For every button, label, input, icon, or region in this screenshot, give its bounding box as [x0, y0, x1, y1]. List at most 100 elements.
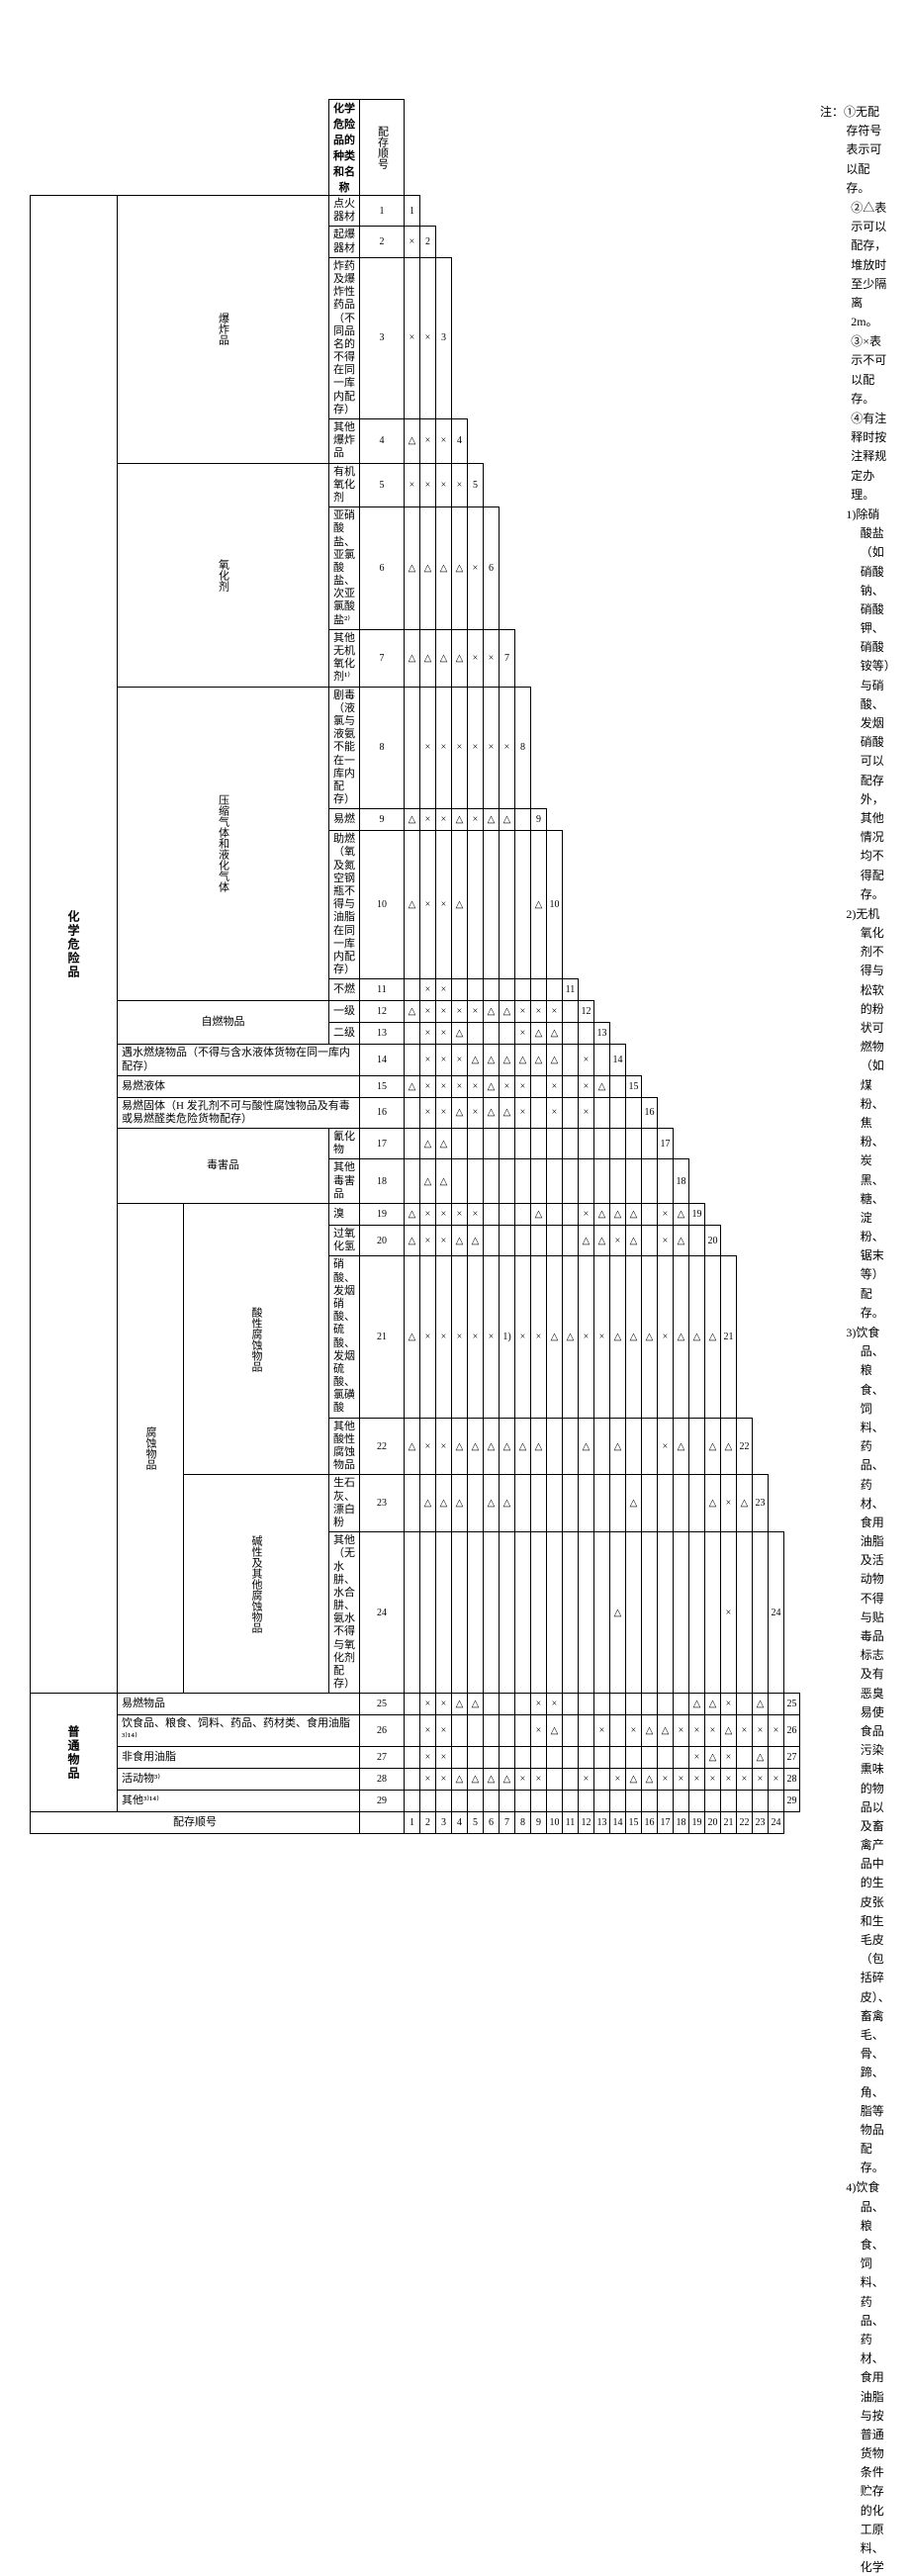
subgroup-alkali: 碱性及其他腐蚀物品 [184, 1475, 329, 1694]
matrix-cell: × [500, 687, 515, 809]
row-index: 6 [360, 507, 405, 630]
row-name: 亚硝酸盐、亚氯酸盐、次亚氯酸盐²⁾ [329, 507, 360, 630]
matrix-cell: △ [405, 809, 420, 831]
footer-idx: 9 [531, 1811, 547, 1833]
matrix-cell [484, 1715, 500, 1746]
matrix-cell: × [420, 809, 436, 831]
matrix-diag: 5 [468, 463, 484, 507]
matrix-cell [594, 1532, 610, 1694]
matrix-cell [563, 1226, 579, 1256]
matrix-cell [658, 1532, 674, 1694]
matrix-cell: △ [436, 1129, 452, 1159]
matrix-cell: × [452, 463, 468, 507]
matrix-diag: 4 [452, 419, 468, 464]
matrix-cell: △ [674, 1226, 689, 1256]
matrix-cell [610, 1746, 626, 1768]
matrix-cell: × [436, 1768, 452, 1790]
matrix-cell: × [658, 1226, 674, 1256]
matrix-cell [705, 1790, 721, 1811]
matrix-diag: 13 [594, 1023, 610, 1045]
matrix-cell [579, 1475, 594, 1532]
matrix-cell: △ [579, 1226, 594, 1256]
matrix-cell: △ [642, 1768, 658, 1790]
matrix-cell: △ [420, 629, 436, 687]
matrix-cell: △ [642, 1256, 658, 1418]
matrix-cell: × [420, 1694, 436, 1715]
matrix-cell: △ [436, 1475, 452, 1532]
matrix-diag: 22 [737, 1418, 753, 1475]
matrix-cell: × [579, 1768, 594, 1790]
matrix-cell [405, 1694, 420, 1715]
footer-idx: 4 [452, 1811, 468, 1833]
matrix-cell [642, 1159, 658, 1204]
matrix-cell [500, 1159, 515, 1204]
matrix-cell: × [689, 1746, 705, 1768]
matrix-cell [626, 1746, 642, 1768]
matrix-cell: △ [452, 1097, 468, 1128]
matrix-cell [452, 1159, 468, 1204]
matrix-cell [674, 1790, 689, 1811]
matrix-cell [579, 1532, 594, 1694]
matrix-cell: △ [705, 1694, 721, 1715]
row-name: 过氧化氢 [329, 1226, 360, 1256]
matrix-cell: × [436, 1746, 452, 1768]
matrix-cell [515, 1159, 531, 1204]
matrix-cell [436, 1532, 452, 1694]
matrix-cell [563, 1159, 579, 1204]
row-index-right: 25 [784, 1694, 800, 1715]
matrix-cell [753, 1532, 769, 1694]
matrix-cell: × [484, 687, 500, 809]
matrix-cell [484, 979, 500, 1001]
matrix-cell [642, 1204, 658, 1226]
matrix-cell [610, 1790, 626, 1811]
matrix-cell [468, 1159, 484, 1204]
matrix-diag: 10 [547, 831, 563, 979]
matrix-cell [531, 1226, 547, 1256]
row-name: 易燃 [329, 809, 360, 831]
matrix-cell: △ [484, 1418, 500, 1475]
row-index: 12 [360, 1001, 405, 1023]
matrix-cell: △ [452, 1023, 468, 1045]
matrix-cell [594, 1129, 610, 1159]
matrix-cell: × [721, 1746, 737, 1768]
matrix-cell [547, 1532, 563, 1694]
matrix-cell: △ [642, 1715, 658, 1746]
matrix-cell: △ [452, 831, 468, 979]
matrix-cell [737, 1746, 753, 1768]
matrix-cell: △ [610, 1418, 626, 1475]
matrix-cell [452, 1715, 468, 1746]
note-7: 3)饮食品、粮食、饲料、药品、药材、食用油脂及活动物不得与贴毒品标志及有恶臭易使… [820, 1324, 890, 2177]
matrix-diag: 21 [721, 1256, 737, 1418]
footer-idx: 8 [515, 1811, 531, 1833]
matrix-cell [405, 1746, 420, 1768]
matrix-cell: × [436, 687, 452, 809]
matrix-cell: △ [594, 1075, 610, 1097]
row-name: 非食用油脂 [118, 1746, 360, 1768]
left-group-chem: 化学危险品 [31, 196, 118, 1694]
matrix-cell [500, 1715, 515, 1746]
row-index: 24 [360, 1532, 405, 1694]
matrix-cell: △ [531, 1204, 547, 1226]
matrix-cell: △ [547, 1023, 563, 1045]
footer-idx: 13 [594, 1811, 610, 1833]
matrix-cell: △ [705, 1746, 721, 1768]
matrix-cell: △ [563, 1256, 579, 1418]
footer-idx: 2 [420, 1811, 436, 1833]
subgroup-corrosive: 腐蚀物品 [118, 1204, 184, 1694]
matrix-cell: × [579, 1045, 594, 1075]
matrix-cell [769, 1746, 784, 1768]
matrix-cell: △ [452, 1768, 468, 1790]
matrix-cell [563, 1418, 579, 1475]
row-name: 助燃（氧及氮空钢瓶不得与油脂在同一库内配存） [329, 831, 360, 979]
matrix-cell: △ [468, 1418, 484, 1475]
matrix-cell: × [420, 1075, 436, 1097]
matrix-cell [547, 1475, 563, 1532]
matrix-cell [721, 1790, 737, 1811]
row-name: 溴 [329, 1204, 360, 1226]
matrix-cell: △ [436, 1159, 452, 1204]
row-name: 剧毒（液氯与液氨不能在一库内配存） [329, 687, 360, 809]
matrix-cell [531, 1075, 547, 1097]
footer-idx: 19 [689, 1811, 705, 1833]
matrix-cell [484, 1226, 500, 1256]
matrix-cell: × [420, 1045, 436, 1075]
